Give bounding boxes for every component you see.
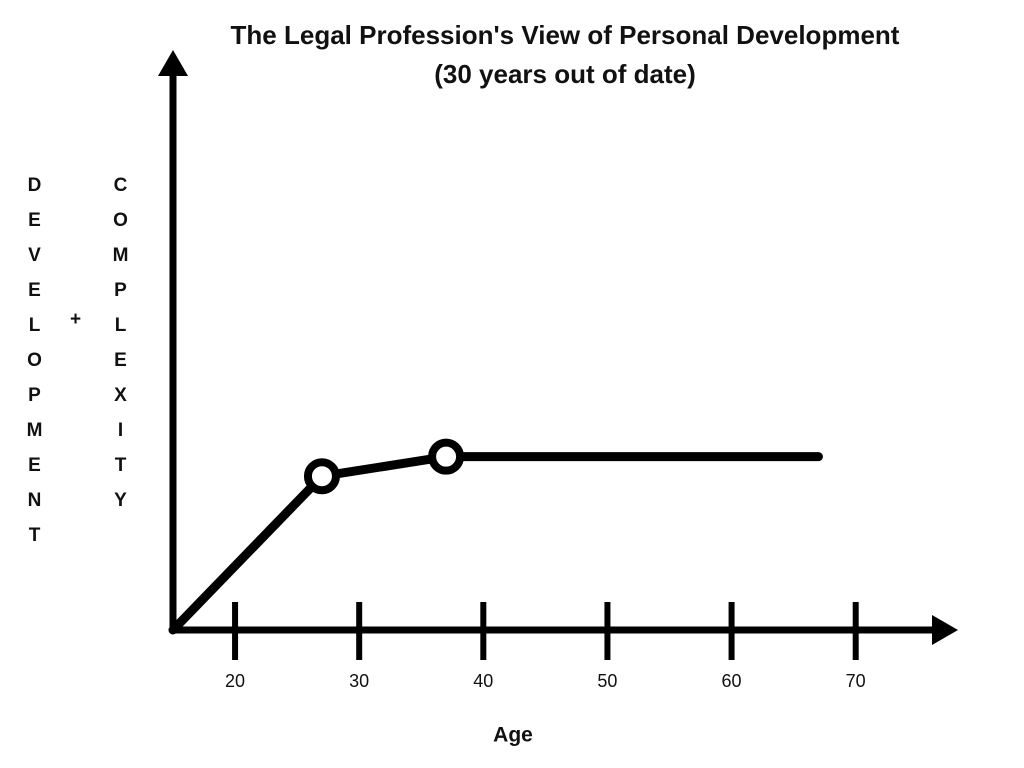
y-axis-label: DEVELOPMENT xyxy=(24,175,45,560)
y-axis-arrow xyxy=(158,50,188,76)
x-tick-label: 20 xyxy=(225,671,245,691)
x-axis-label: Age xyxy=(493,724,533,747)
chart-subtitle: (30 years out of date) xyxy=(434,59,696,89)
x-axis-arrow xyxy=(932,615,958,645)
y-axis-label: + xyxy=(65,309,86,344)
x-tick-label: 60 xyxy=(722,671,742,691)
data-point xyxy=(303,458,340,495)
x-tick-label: 30 xyxy=(349,671,369,691)
chart-title: The Legal Profession's View of Personal … xyxy=(231,20,900,50)
y-axis-label: COMPLEXITY xyxy=(110,175,131,525)
x-tick-label: 50 xyxy=(597,671,617,691)
x-tick-label: 40 xyxy=(473,671,493,691)
data-point xyxy=(428,438,465,475)
data-line xyxy=(168,452,823,635)
x-tick-label: 70 xyxy=(846,671,866,691)
